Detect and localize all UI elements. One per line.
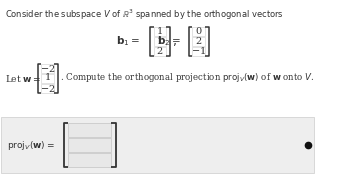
Bar	[154, 46, 166, 56]
Text: . Compute the orthogonal projection $\mathrm{proj}_V(\mathbf{w})$ of $\mathbf{w}: . Compute the orthogonal projection $\ma…	[60, 72, 315, 85]
Text: ,: ,	[173, 34, 177, 48]
Text: 0: 0	[196, 26, 202, 35]
Text: 2: 2	[196, 37, 202, 45]
Bar	[193, 46, 205, 56]
Bar	[68, 138, 111, 152]
Text: 1: 1	[44, 73, 51, 82]
Text: $-$2: $-$2	[40, 82, 55, 93]
Bar	[193, 26, 205, 35]
Bar	[154, 26, 166, 35]
Text: $\mathbf{b}_1 =$: $\mathbf{b}_1 =$	[116, 34, 140, 48]
Bar	[193, 37, 205, 45]
Bar	[1, 117, 314, 173]
Bar	[41, 84, 54, 93]
Bar	[68, 153, 111, 167]
Bar	[68, 123, 111, 137]
Bar	[41, 73, 54, 82]
Bar	[154, 37, 166, 45]
Text: 1: 1	[157, 37, 163, 45]
Text: 2: 2	[157, 46, 163, 56]
Text: $-$2: $-$2	[40, 62, 55, 73]
Text: Consider the subspace $V$ of $\mathbb{R}^3$ spanned by the orthogonal vectors: Consider the subspace $V$ of $\mathbb{R}…	[5, 8, 284, 22]
Text: 1: 1	[157, 26, 163, 35]
Text: $\mathrm{proj}_V(\mathbf{w}) =$: $\mathrm{proj}_V(\mathbf{w}) =$	[7, 139, 55, 152]
Text: $\mathbf{b}_2 =$: $\mathbf{b}_2 =$	[156, 34, 181, 48]
Bar	[41, 64, 54, 73]
Text: $-$1: $-$1	[191, 45, 206, 57]
Text: Let $\mathbf{w} =$: Let $\mathbf{w} =$	[5, 73, 42, 84]
